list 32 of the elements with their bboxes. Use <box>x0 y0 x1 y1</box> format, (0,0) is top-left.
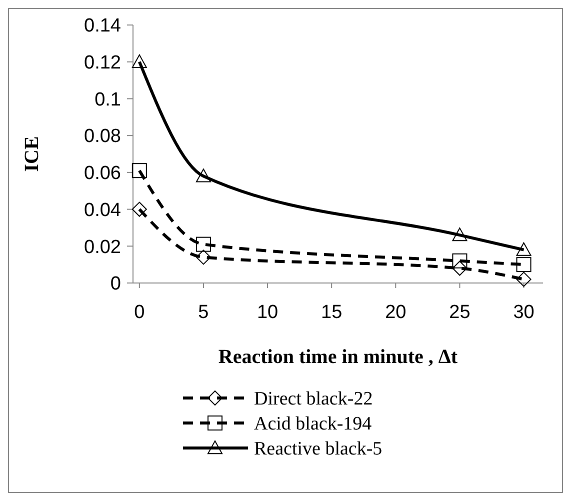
y-axis-title: ICE <box>21 136 43 172</box>
point <box>196 250 211 265</box>
x-tick-label: 30 <box>513 302 534 323</box>
x-tick-label: 20 <box>385 302 406 323</box>
x-tick-label: 0 <box>134 302 145 323</box>
x-axis-title: Reaction time in minute , Δt <box>218 346 458 368</box>
x-tick-label: 5 <box>198 302 209 323</box>
point <box>516 257 532 272</box>
y-tick-label: 0 <box>110 274 121 295</box>
point <box>132 163 147 178</box>
point <box>452 228 468 242</box>
point <box>132 54 147 68</box>
y-tick-label: 0.14 <box>84 16 122 37</box>
y-tick-label: 0.04 <box>84 200 122 221</box>
point <box>516 242 532 256</box>
y-tick-label: 0.06 <box>84 163 121 184</box>
point <box>196 168 211 182</box>
point <box>516 272 532 287</box>
point <box>132 202 147 217</box>
y-tick-label: 0.1 <box>94 89 121 110</box>
y-tick-label: 0.12 <box>84 52 121 74</box>
point <box>196 236 211 252</box>
y-tick-label: 0.02 <box>84 236 121 258</box>
legend-label: Acid black-194 <box>254 414 372 435</box>
x-tick-label: 25 <box>449 302 470 323</box>
legend-label: Direct black-22 <box>254 388 373 410</box>
point <box>452 260 468 276</box>
x-tick-label: 10 <box>256 302 278 323</box>
point <box>452 253 468 268</box>
x-tick-label: 15 <box>321 302 342 323</box>
y-tick-label: 0.08 <box>84 126 121 148</box>
legend-label: Reactive black-5 <box>254 438 382 460</box>
